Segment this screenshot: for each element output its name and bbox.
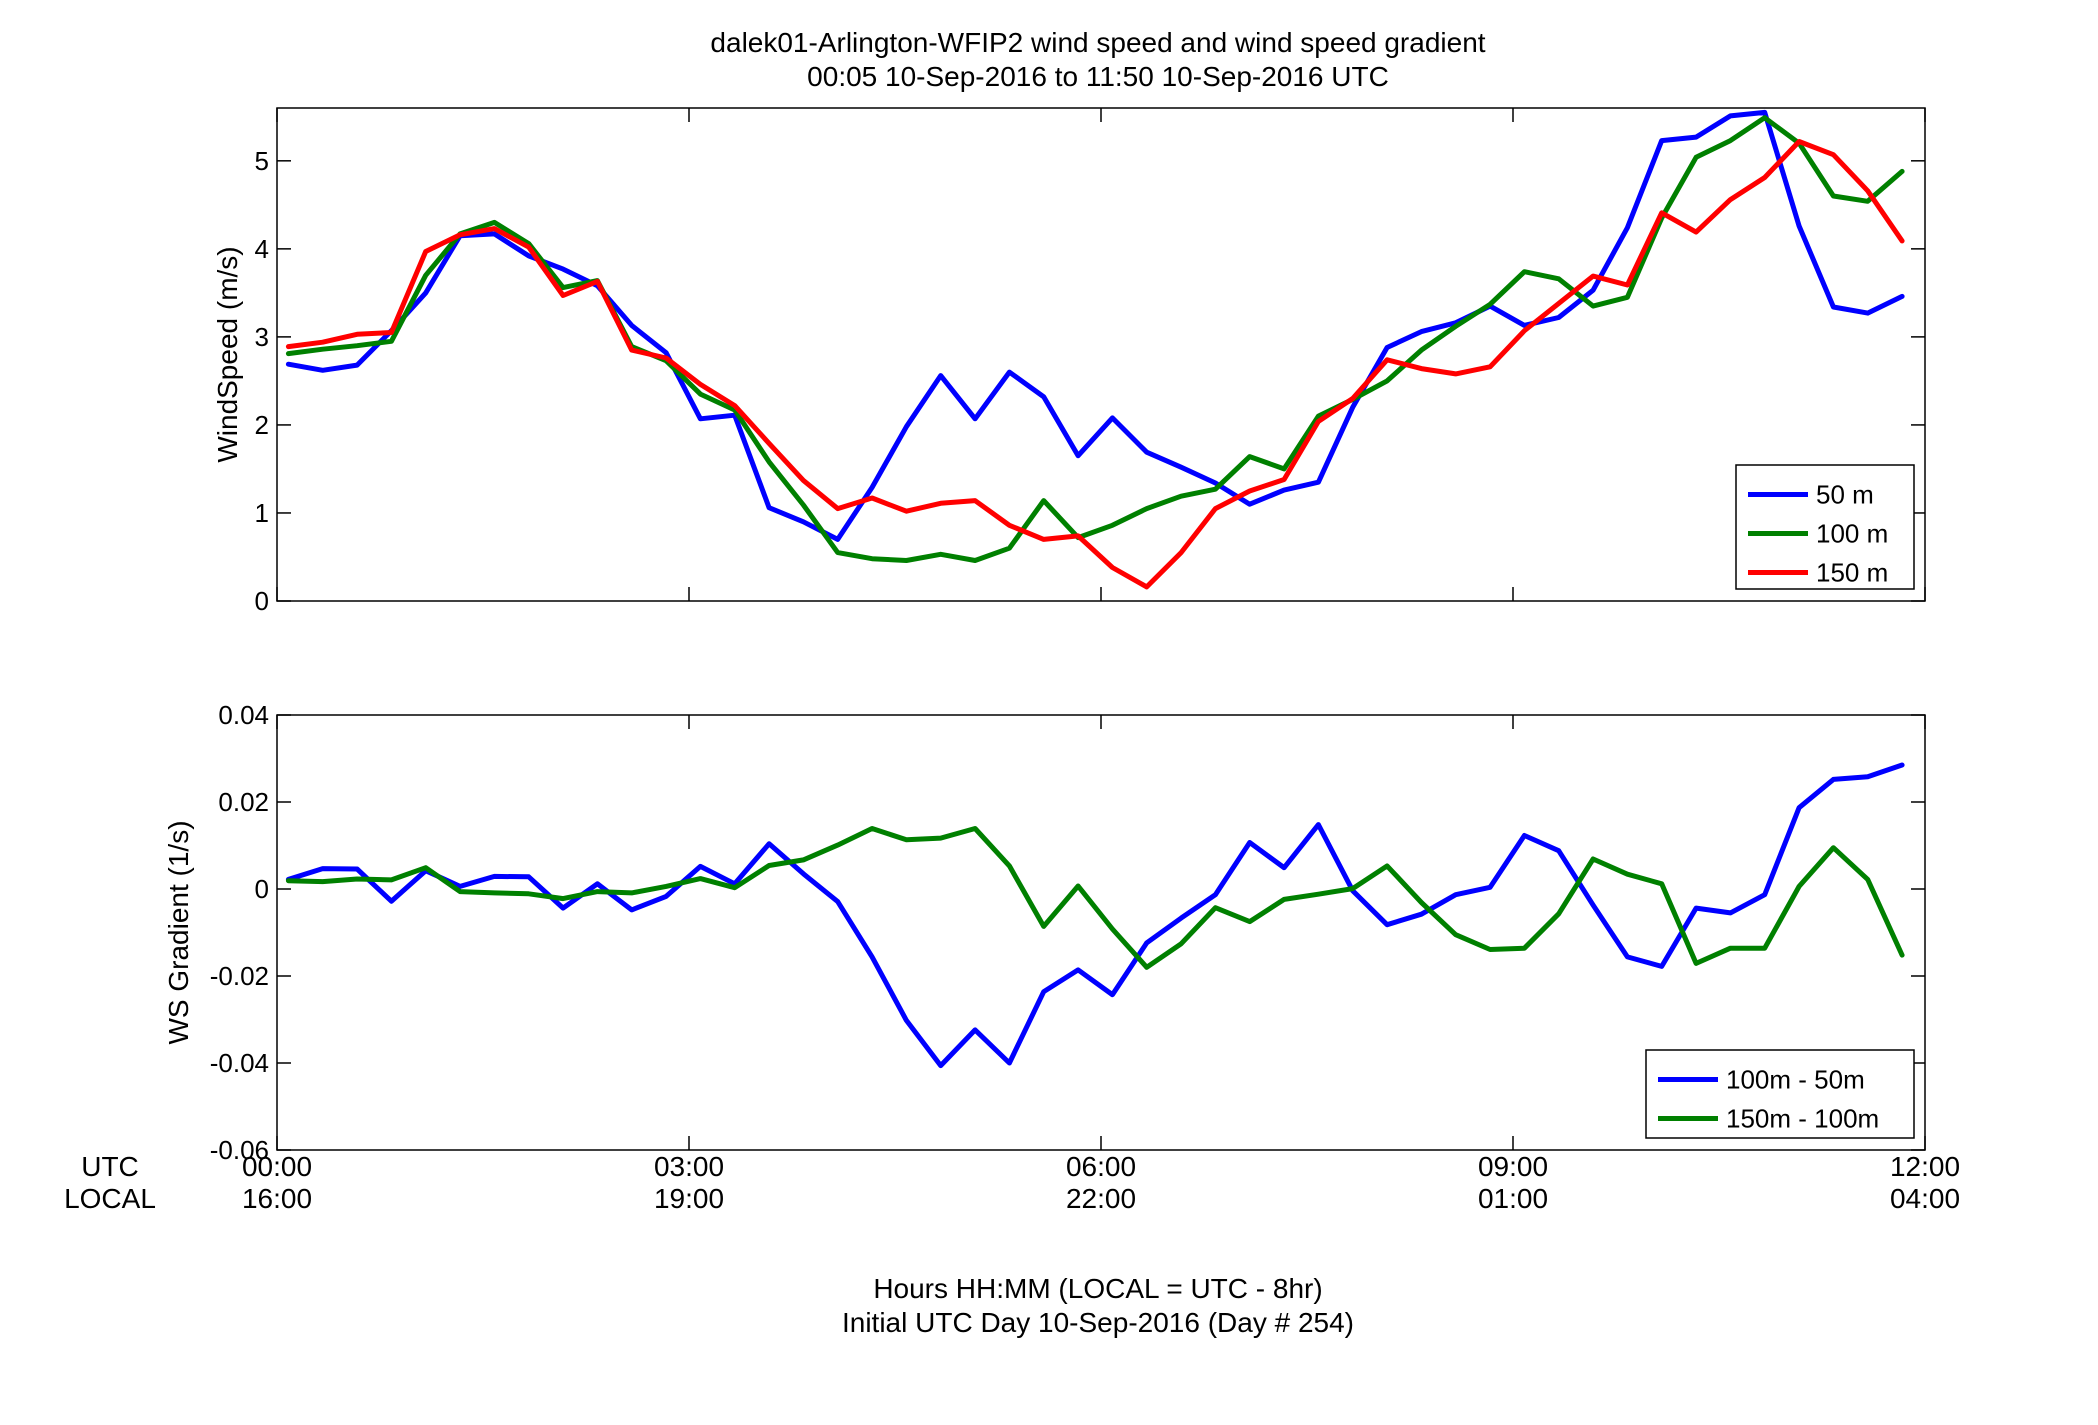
- legend-label: 150m - 100m: [1726, 1104, 1879, 1134]
- x-tick-label-utc: 06:00: [1066, 1151, 1136, 1182]
- x-tick-label-local: 16:00: [242, 1183, 312, 1214]
- x-tick-label-utc: 00:00: [242, 1151, 312, 1182]
- chart-title-line2: 00:05 10-Sep-2016 to 11:50 10-Sep-2016 U…: [807, 61, 1389, 92]
- legend-label: 100m - 50m: [1726, 1065, 1865, 1095]
- y-axis-label: WindSpeed (m/s): [212, 246, 243, 462]
- chart-title-line1: dalek01-Arlington-WFIP2 wind speed and w…: [710, 27, 1485, 58]
- x-tick-label-utc: 09:00: [1478, 1151, 1548, 1182]
- y-tick-label: 0: [255, 586, 269, 616]
- y-tick-label: 5: [255, 146, 269, 176]
- x-axis-label-line1: Hours HH:MM (LOCAL = UTC - 8hr): [873, 1273, 1322, 1304]
- local-row-label: LOCAL: [64, 1183, 156, 1214]
- y-tick-label: 0.04: [218, 700, 269, 730]
- y-tick-label: 0.02: [218, 787, 269, 817]
- x-tick-label-utc: 12:00: [1890, 1151, 1960, 1182]
- y-tick-label: 4: [255, 234, 269, 264]
- y-tick-label: 2: [255, 410, 269, 440]
- legend-box: [1645, 1049, 1915, 1139]
- legend-box: [1735, 464, 1915, 590]
- legend-label: 100 m: [1816, 519, 1888, 549]
- x-tick-label-local: 22:00: [1066, 1183, 1136, 1214]
- y-tick-label: 0: [255, 874, 269, 904]
- x-tick-label-local: 01:00: [1478, 1183, 1548, 1214]
- wind-gradient-panel: -0.06 -0.04 -0.02 0 0.02 0.04 WS Gradient (1/s…: [163, 700, 1926, 1165]
- x-tick-label-local: 19:00: [654, 1183, 724, 1214]
- y-tick-label: -0.02: [210, 961, 269, 991]
- x-tick-label-utc: 03:00: [654, 1151, 724, 1182]
- utc-row-label: UTC: [81, 1151, 139, 1182]
- y-tick-label: -0.04: [210, 1048, 269, 1078]
- y-axis-label: WS Gradient (1/s): [163, 820, 194, 1044]
- series-line: [285, 109, 1905, 542]
- legend-label: 150 m: [1816, 558, 1888, 588]
- y-tick-label: 3: [255, 322, 269, 352]
- series-line: [285, 762, 1905, 1069]
- series-line: [285, 115, 1905, 563]
- y-tick-label: -0.06: [210, 1135, 269, 1165]
- wind-speed-panel: 0 1 2 3 4 5 WindSpeed (m/s) 50 m 100 m 150 m: [212, 107, 1926, 616]
- x-tick-label-local: 04:00: [1890, 1183, 1960, 1214]
- legend-label: 50 m: [1816, 480, 1874, 510]
- series-line: [285, 826, 1905, 970]
- x-axis-label-line2: Initial UTC Day 10-Sep-2016 (Day # 254): [842, 1307, 1354, 1338]
- plot-frame: [276, 107, 1926, 602]
- y-tick-label: 1: [255, 498, 269, 528]
- series-line: [285, 139, 1905, 590]
